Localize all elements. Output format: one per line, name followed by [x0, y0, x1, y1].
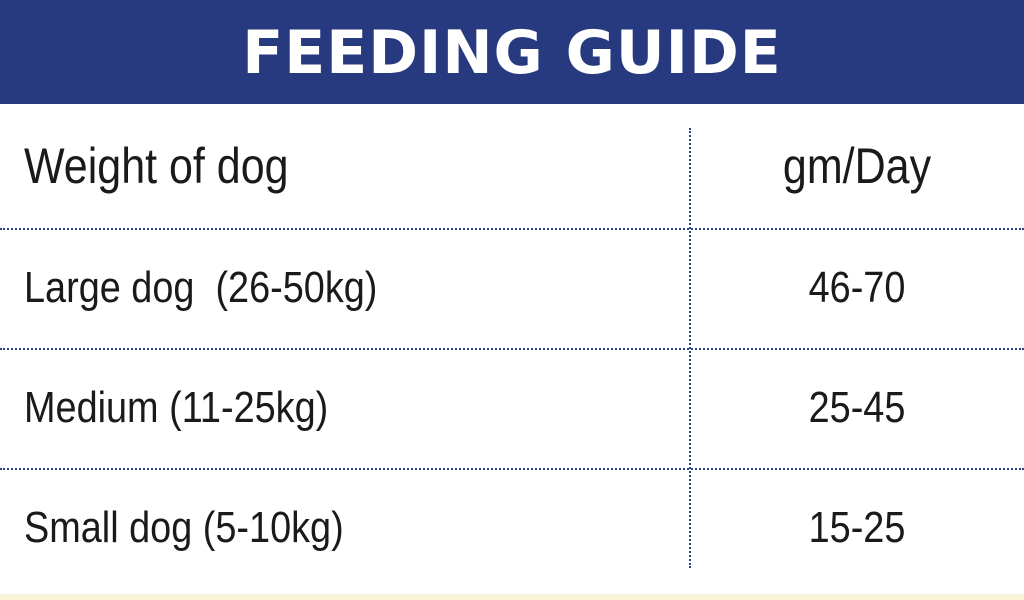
- bottom-edge: [0, 594, 1024, 600]
- weight-cell: Large dog (26-50kg): [24, 263, 378, 312]
- table-row: Small dog (5-10kg) 15-25: [0, 468, 1024, 588]
- amount-cell: 46-70: [808, 263, 906, 312]
- amount-cell: 25-45: [808, 383, 906, 432]
- row-divider: [0, 348, 1024, 350]
- table-row: Medium (11-25kg) 25-45: [0, 348, 1024, 468]
- feeding-table: Weight of dog gm/Day Large dog (26-50kg)…: [0, 104, 1024, 594]
- amount-cell: 15-25: [808, 503, 906, 552]
- row-divider: [0, 228, 1024, 230]
- page-title: FEEDING GUIDE: [242, 18, 782, 88]
- row-divider: [0, 468, 1024, 470]
- column-header-weight: Weight of dog: [24, 138, 289, 194]
- column-divider: [689, 128, 691, 568]
- table-header-row: Weight of dog gm/Day: [0, 104, 1024, 228]
- column-header-amount: gm/Day: [782, 138, 932, 194]
- table-row: Large dog (26-50kg) 46-70: [0, 228, 1024, 348]
- header-banner: FEEDING GUIDE: [0, 0, 1024, 104]
- weight-cell: Small dog (5-10kg): [24, 503, 344, 552]
- weight-cell: Medium (11-25kg): [24, 383, 329, 432]
